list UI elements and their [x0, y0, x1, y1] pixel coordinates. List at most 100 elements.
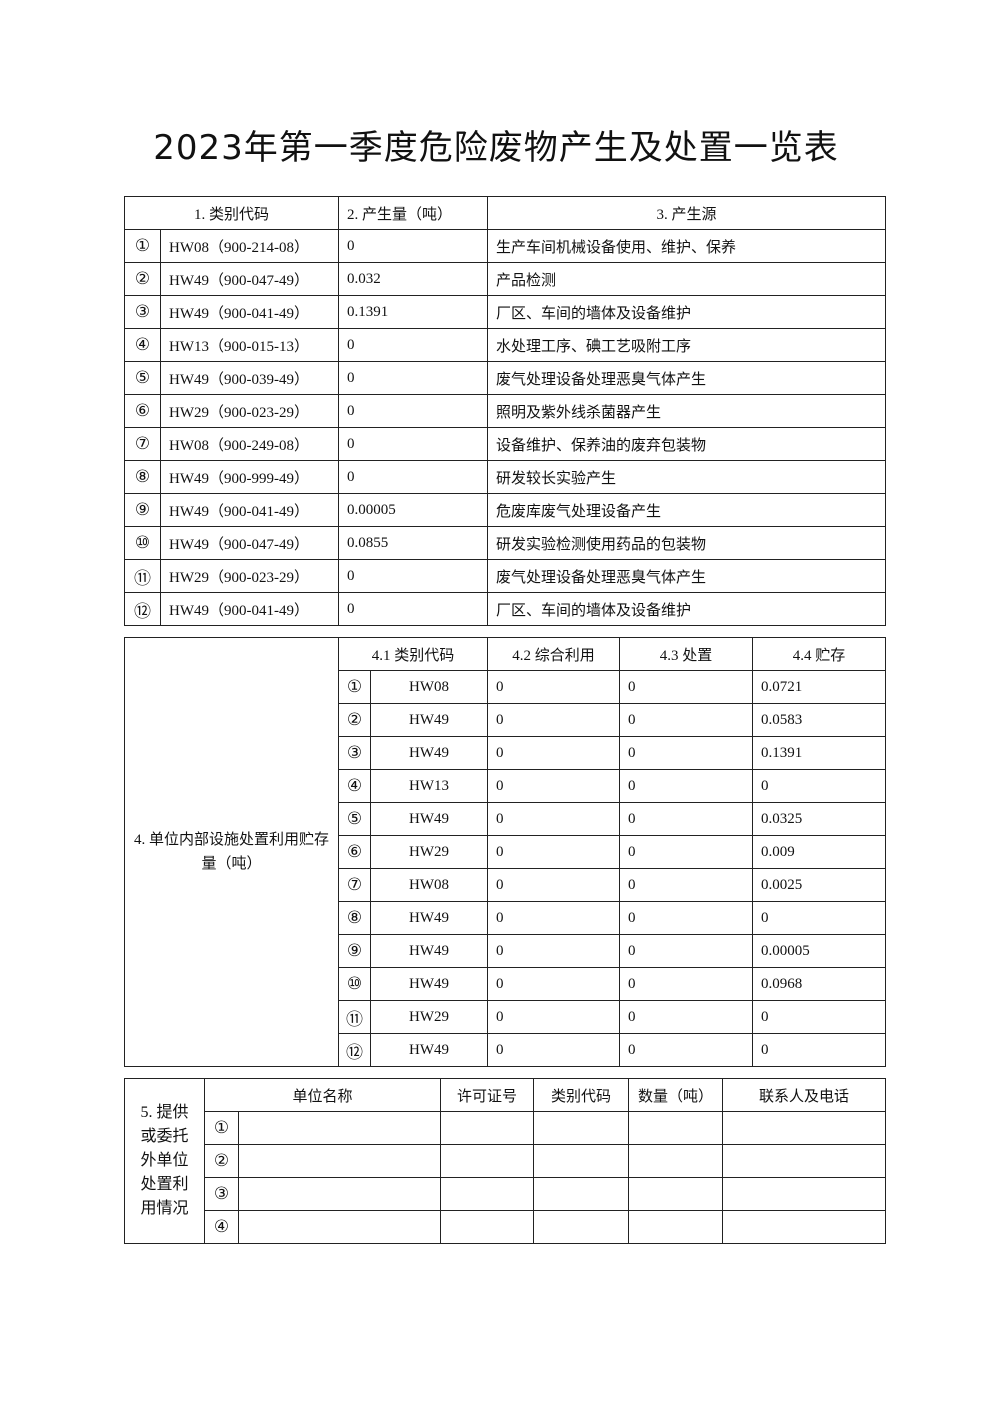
source: 废气处理设备处理恶臭气体产生	[487, 361, 887, 395]
table-row: ⑩ HW49（900-047-49） 0.0855 研发实验检测使用药品的包装物	[124, 526, 887, 560]
amount: 0	[338, 394, 489, 428]
amount: 0	[338, 559, 489, 593]
waste-generation-table: 1. 类别代码 2. 产生量（吨） 3. 产生源 ① HW08（900-214-0…	[123, 196, 887, 626]
row-number: ④	[204, 1210, 239, 1244]
license	[440, 1111, 535, 1145]
category-code	[533, 1177, 630, 1211]
table-row: ⑪ HW29（900-023-29） 0 废气处理设备处理恶臭气体产生	[124, 559, 887, 593]
internal-disposal-table: 4. 单位内部设施处置利用贮存量（吨） 4.1 类别代码 4.2 综合利用 4.…	[124, 637, 887, 1067]
category-code	[533, 1210, 630, 1244]
unit-name	[237, 1177, 442, 1211]
comprehensive-use: 0	[487, 736, 621, 770]
storage: 0	[752, 1000, 887, 1034]
comprehensive-use: 0	[487, 967, 621, 1001]
comprehensive-use: 0	[487, 769, 621, 803]
table-row: ② HW49（900-047-49） 0.032 产品检测	[124, 262, 887, 296]
table-row: ⑩ HW49 0 0 0.0968	[125, 967, 887, 1001]
row-number: ⑫	[338, 1033, 371, 1067]
category-code: HW08	[369, 868, 489, 902]
unit-name	[237, 1210, 442, 1244]
table-row: ⑦ HW08 0 0 0.0025	[125, 868, 887, 902]
disposal: 0	[619, 967, 754, 1001]
disposal: 0	[619, 769, 754, 803]
amount: 0.1391	[338, 295, 489, 329]
disposal: 0	[619, 835, 754, 869]
header-contact: 联系人及电话	[722, 1078, 887, 1112]
source: 危废库废气处理设备产生	[487, 493, 887, 527]
row-number: ⑤	[124, 361, 161, 395]
source: 厂区、车间的墙体及设备维护	[487, 295, 887, 329]
row-number: ⑤	[338, 802, 371, 836]
table-row: ⑨ HW49（900-041-49） 0.00005 危废库废气处理设备产生	[124, 493, 887, 527]
table-row: ①	[125, 1111, 887, 1145]
header-quantity: 数量（吨）	[628, 1078, 724, 1112]
table-row: ⑧ HW49（900-999-49） 0 研发较长实验产生	[124, 460, 887, 494]
header-amount: 2. 产生量（吨）	[338, 196, 489, 230]
amount: 0.032	[338, 262, 489, 296]
row-number: ⑪	[338, 1000, 371, 1034]
storage: 0.0025	[752, 868, 887, 902]
row-number: ⑥	[338, 835, 371, 869]
license	[440, 1177, 535, 1211]
quantity	[628, 1144, 724, 1178]
row-number: ⑪	[124, 559, 161, 593]
category-code: HW13	[369, 769, 489, 803]
row-number: ⑫	[124, 592, 161, 626]
row-number: ⑩	[124, 526, 161, 560]
comprehensive-use: 0	[487, 934, 621, 968]
disposal: 0	[619, 901, 754, 935]
table-header-row: 1. 类别代码 2. 产生量（吨） 3. 产生源	[123, 196, 887, 230]
table-row: ⑫ HW49 0 0 0	[125, 1033, 887, 1067]
row-number: ③	[204, 1177, 239, 1211]
section4-label: 4. 单位内部设施处置利用贮存量（吨）	[124, 637, 339, 1067]
category-code: HW49	[369, 967, 489, 1001]
category-code: HW08（900-249-08）	[159, 427, 340, 461]
header-4-2: 4.2 综合利用	[487, 637, 621, 671]
row-number: ③	[124, 295, 161, 329]
header-unit-name: 单位名称	[203, 1078, 442, 1112]
category-code: HW49	[369, 703, 489, 737]
category-code: HW49（900-041-49）	[159, 592, 340, 626]
table-header-row: 4. 单位内部设施处置利用贮存量（吨） 4.1 类别代码 4.2 综合利用 4.…	[124, 637, 887, 1067]
unit-name	[237, 1144, 442, 1178]
table-row: ⑥ HW29（900-023-29） 0 照明及紫外线杀菌器产生	[124, 394, 887, 428]
quantity	[628, 1177, 724, 1211]
table-row: ④	[125, 1210, 887, 1244]
contact	[722, 1177, 887, 1211]
disposal: 0	[619, 703, 754, 737]
amount: 0	[338, 592, 489, 626]
source: 厂区、车间的墙体及设备维护	[487, 592, 887, 626]
row-number: ④	[124, 328, 161, 362]
row-number: ②	[338, 703, 371, 737]
header-4-3: 4.3 处置	[619, 637, 754, 671]
row-number: ③	[338, 736, 371, 770]
quantity	[628, 1111, 724, 1145]
storage: 0.0325	[752, 802, 887, 836]
category-code: HW49（900-047-49）	[159, 526, 340, 560]
header-4-1: 4.1 类别代码	[337, 637, 489, 671]
table-row: ⑤ HW49（900-039-49） 0 废气处理设备处理恶臭气体产生	[124, 361, 887, 395]
source: 生产车间机械设备使用、维护、保养	[487, 229, 887, 263]
storage: 0	[752, 1033, 887, 1067]
source: 水处理工序、碘工艺吸附工序	[487, 328, 887, 362]
table-row: ① HW08 0 0 0.0721	[125, 670, 887, 704]
header-category-code: 1. 类别代码	[123, 196, 340, 230]
quantity	[628, 1210, 724, 1244]
comprehensive-use: 0	[487, 901, 621, 935]
section5-label: 5. 提供或委托外单位处置利用情况	[124, 1078, 205, 1244]
amount: 0	[338, 361, 489, 395]
storage: 0.0721	[752, 670, 887, 704]
disposal: 0	[619, 868, 754, 902]
disposal: 0	[619, 934, 754, 968]
row-number: ⑨	[338, 934, 371, 968]
table-row: ②	[125, 1144, 887, 1178]
table-header-row: 5. 提供或委托外单位处置利用情况 单位名称 许可证号 类别代码 数量（吨） 联…	[124, 1078, 887, 1244]
storage: 0.00005	[752, 934, 887, 968]
amount: 0	[338, 460, 489, 494]
header-category-code: 类别代码	[533, 1078, 630, 1112]
row-number: ①	[124, 229, 161, 263]
disposal: 0	[619, 670, 754, 704]
category-code: HW49	[369, 736, 489, 770]
table-row: ③ HW49（900-041-49） 0.1391 厂区、车间的墙体及设备维护	[124, 295, 887, 329]
amount: 0	[338, 328, 489, 362]
